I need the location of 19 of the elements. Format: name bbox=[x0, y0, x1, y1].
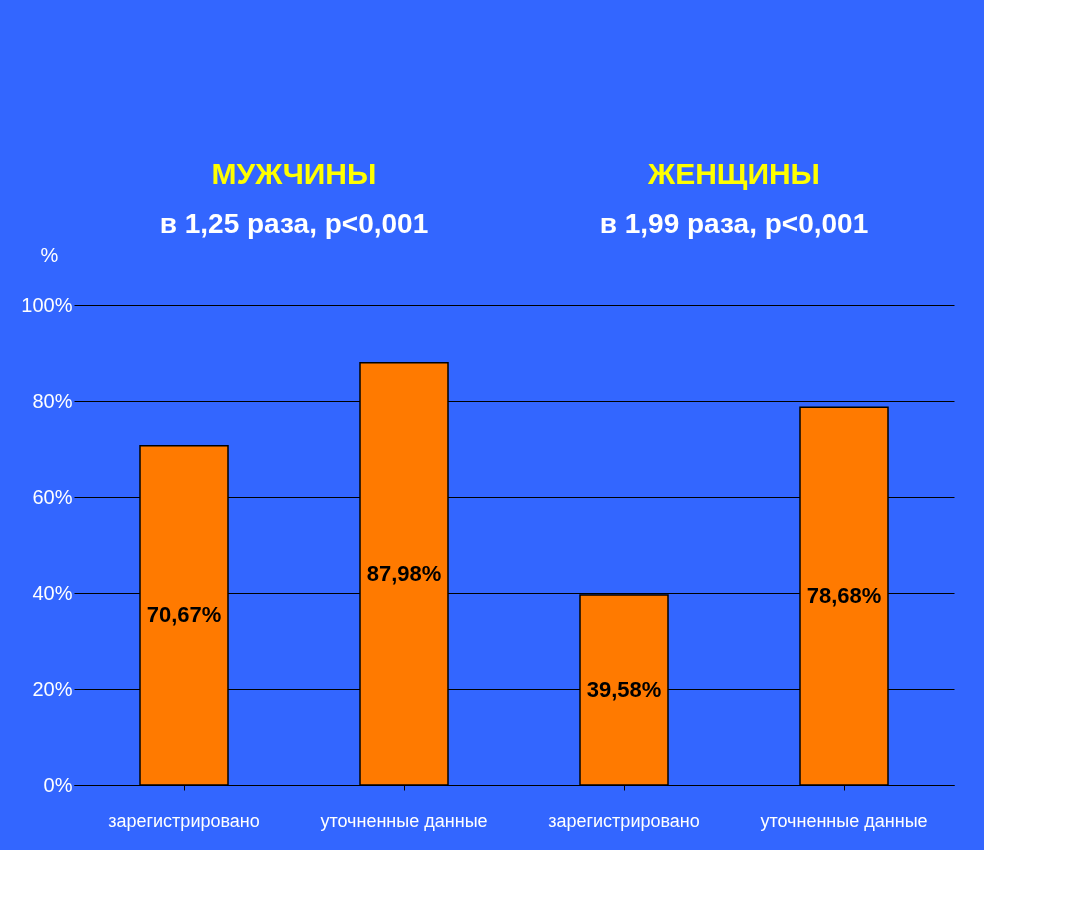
y-tick-label: 60% bbox=[32, 485, 73, 508]
data-label: 78,68% bbox=[806, 583, 882, 609]
y-tick-label: 100% bbox=[21, 293, 73, 316]
text: ЖЕНЩИНЫ bbox=[647, 157, 820, 190]
text: в 1,99 раза, p<0,001 bbox=[599, 208, 869, 239]
y-tick-label: 40% bbox=[32, 581, 73, 604]
y-tick-label: 20% bbox=[32, 677, 73, 700]
x-tick-label: зарегистрировано bbox=[548, 810, 700, 831]
y-axis-title: % bbox=[40, 243, 59, 266]
y-tick-label: 0% bbox=[43, 773, 73, 796]
data-label: 70,67% bbox=[146, 602, 222, 628]
x-tick-label: зарегистрировано bbox=[108, 810, 260, 831]
x-tick-label: уточненные данные bbox=[760, 810, 928, 831]
text: в 1,25 раза, p<0,001 bbox=[159, 208, 429, 239]
data-label: 87,98% bbox=[366, 560, 442, 586]
x-tick-label: уточненные данные bbox=[320, 810, 488, 831]
data-label: 39,58% bbox=[586, 677, 662, 703]
text: МУЖЧИНЫ bbox=[211, 157, 377, 190]
y-tick-label: 80% bbox=[32, 389, 73, 412]
